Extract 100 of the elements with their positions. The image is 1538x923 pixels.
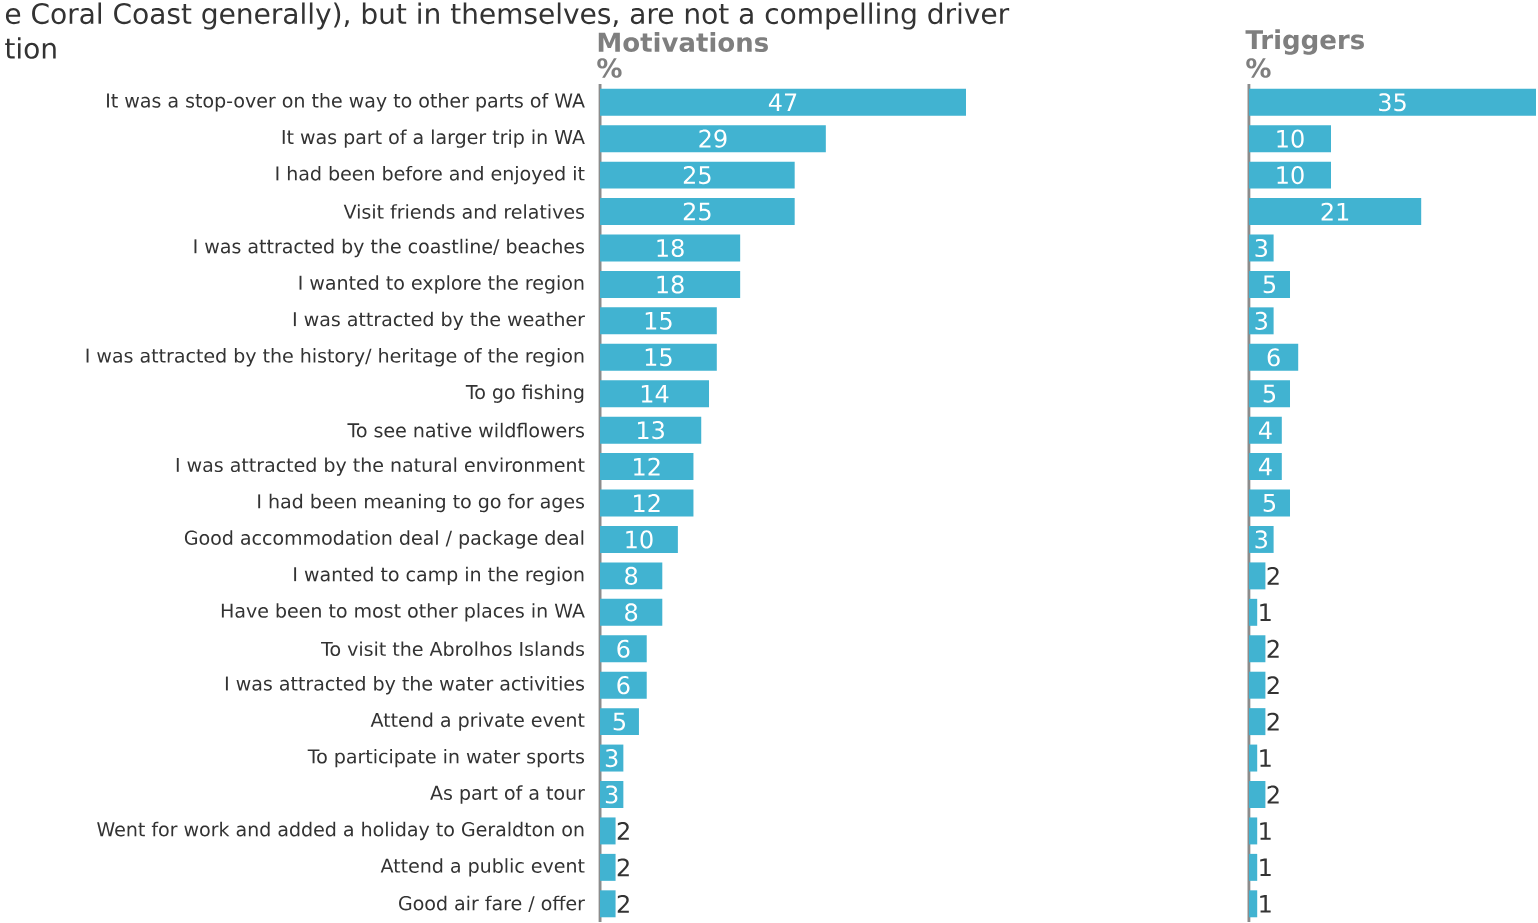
data-label: 2 [1267,566,1279,585]
y-tick-label: I was attracted by the weather [293,311,585,331]
bar [1249,708,1266,736]
bar [600,853,616,881]
data-label: 15 [645,311,672,330]
bar [1249,853,1258,881]
data-label: 6 [1267,348,1280,367]
bar [1249,635,1266,663]
data-label: 1 [1260,858,1271,877]
data-label: 1 [1260,895,1271,913]
y-tick-label: To go fishing [465,384,584,403]
y-tick-label: I was attracted by the coastline/ beaches [194,238,585,258]
data-label: 3 [605,785,618,804]
data-label: 25 [683,202,711,221]
bar [600,234,741,262]
bar [1249,161,1331,189]
data-label: 5 [613,712,626,731]
bar [600,671,647,699]
y-tick-label: I was attracted by the history/ heritage of the region [86,348,584,367]
data-label: 2 [617,894,629,913]
bar [600,708,639,736]
chart-title: Triggers [1245,29,1364,55]
bar [1249,307,1274,335]
bar [600,635,647,663]
y-tick-label: To see native wildflowers [347,422,585,438]
data-label: 6 [617,676,630,695]
bar [1249,453,1282,481]
bar [1249,671,1266,699]
y-tick-label: I was attracted by the natural environment [176,457,585,476]
bar [1249,817,1258,845]
y-tick-label: Attend a private event [370,712,585,731]
y-tick-label: Good accommodation deal / package deal [184,530,584,549]
y-tick-label: To visit the Abrolhos Islands [321,641,585,657]
data-label: 1 [1260,749,1271,767]
bar [1249,489,1291,517]
data-label: 12 [634,494,660,512]
data-label: 8 [625,566,638,585]
y-tick-label: I had been before and enjoyed it [276,165,585,185]
data-label: 1 [1260,822,1271,840]
bar [600,489,694,517]
bar [1249,525,1274,553]
bar [1249,744,1258,772]
data-label: 10 [1277,166,1304,185]
data-label: 18 [657,275,684,294]
data-label: 4 [1258,457,1272,476]
y-tick-label: Went for work and added a holiday to Geraldton on [97,821,584,841]
data-label: 3 [1255,530,1267,549]
data-label: 10 [626,530,653,549]
data-label: 35 [1379,93,1406,112]
bar [1249,781,1266,808]
bar [1249,380,1291,408]
bar [600,598,663,626]
y-tick-label: As part of a tour [430,785,585,804]
y-tick-label: It was a stop-over on the way to other parts of WA [107,93,585,112]
y-tick-label: I was attracted by the water activities [225,676,585,695]
y-tick-label: Visit friends and relatives [343,204,585,219]
bar [600,562,663,590]
bar [600,380,710,408]
y-tick-label: Good air fare / offer [399,895,585,912]
data-label: 3 [605,748,618,768]
text: tion [5,37,56,59]
data-label: 10 [1277,129,1304,148]
data-label: 29 [699,129,727,148]
data-label: 14 [641,384,669,403]
data-label: 5 [1263,494,1276,512]
bar [600,125,826,153]
bar [600,453,694,481]
y-tick-label: I wanted to explore the region [299,275,584,294]
bar [1249,598,1258,626]
data-label: 2 [617,822,629,840]
data-label: 1 [1260,603,1271,622]
bar [1249,270,1291,298]
bar [1249,416,1282,444]
data-label: 12 [634,457,660,476]
bar [1249,562,1266,590]
chart-subtitle: % [597,58,622,78]
data-label: 47 [768,93,797,111]
chart-subtitle: % [1246,58,1271,78]
bar [600,161,795,189]
data-label: 15 [645,348,672,367]
data-label: 3 [1255,238,1267,258]
data-label: 2 [617,858,629,877]
bar [1249,234,1274,262]
bar [1249,125,1331,153]
chart-title: Motivations [598,31,768,53]
bar [600,88,966,116]
data-label: 25 [683,166,711,185]
bar [600,525,678,553]
data-label: 21 [1321,202,1349,221]
data-label: 4 [1258,421,1272,439]
bar [1249,88,1536,116]
y-tick-label: Attend a public event [380,858,585,877]
data-label: 2 [1267,785,1279,804]
data-label: 6 [617,639,630,658]
bar [600,198,795,226]
bar [600,890,616,918]
data-label: 5 [1263,275,1276,294]
y-tick-label: I had been meaning to go for ages [258,493,585,513]
bar [600,817,616,845]
bar [600,307,717,335]
